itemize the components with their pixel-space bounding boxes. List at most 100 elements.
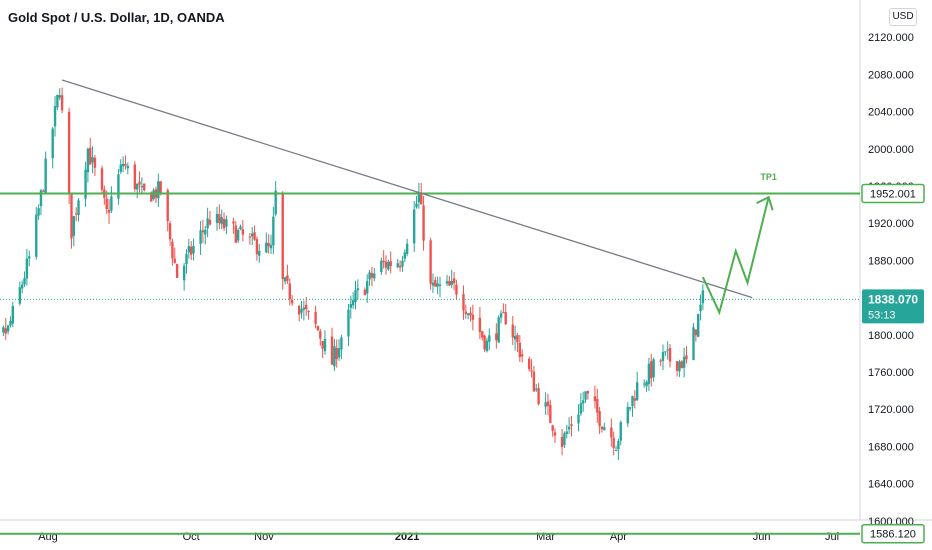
candle-body: [89, 147, 92, 165]
candle-body: [610, 427, 613, 438]
candle-body: [518, 342, 522, 358]
candle-body: [51, 128, 54, 159]
candle-body: [513, 336, 517, 340]
currency-button[interactable]: USD: [889, 8, 917, 26]
candle-body: [645, 381, 648, 387]
candle-body: [86, 148, 90, 173]
candle-body: [323, 338, 327, 352]
candle-body: [11, 305, 14, 324]
y-tick-label: 2040.000: [868, 107, 914, 119]
candle-body: [497, 317, 500, 343]
candle-body: [272, 216, 275, 246]
candle-body: [248, 236, 252, 238]
candle-body: [281, 192, 284, 280]
candle-body: [429, 240, 432, 284]
candle-body: [570, 424, 573, 427]
candle-body: [560, 437, 564, 447]
candle-body: [175, 263, 179, 278]
y-tick-label: 1680.000: [868, 441, 914, 453]
candle-body: [567, 426, 571, 430]
candle-body: [269, 244, 273, 249]
candle-body: [366, 281, 369, 294]
candle-body: [119, 164, 122, 172]
candle-body: [152, 190, 155, 200]
candle-body: [206, 218, 209, 229]
candle-body: [389, 261, 392, 267]
candle-body: [697, 313, 700, 337]
candle-body: [236, 230, 240, 241]
candle-body: [335, 347, 338, 360]
candle-body: [455, 284, 458, 295]
candle-body: [593, 396, 597, 402]
candle-body: [464, 311, 468, 314]
candle-body: [405, 243, 409, 254]
candle-body: [502, 312, 505, 314]
candle-body: [661, 352, 665, 361]
candle-body: [626, 407, 629, 424]
candle-body: [495, 333, 498, 341]
candle-body: [537, 387, 540, 405]
y-tick-label: 1640.000: [868, 479, 914, 491]
candle-body: [199, 230, 202, 244]
candle-body: [664, 351, 667, 353]
candle-body: [105, 198, 108, 210]
candle-body: [565, 431, 568, 434]
candle-body: [241, 229, 245, 235]
candle-body: [2, 327, 5, 333]
candle-body: [603, 427, 606, 431]
candle-body: [4, 328, 7, 334]
candle-body: [300, 309, 303, 313]
candle-body: [633, 398, 637, 401]
y-tick-label: 2000.000: [868, 144, 914, 156]
candle-body: [659, 360, 662, 362]
candle-body: [274, 190, 277, 215]
candle-body: [56, 94, 59, 108]
candle-body: [239, 226, 242, 229]
y-tick-label: 1920.000: [868, 218, 914, 230]
candle-body: [452, 278, 456, 284]
candle-body: [220, 217, 223, 225]
candle-body: [485, 340, 489, 352]
candle-body: [218, 214, 221, 223]
candle-body: [668, 348, 672, 362]
candle-body: [412, 209, 416, 244]
last-price-badge: [862, 289, 924, 324]
candle-body: [530, 370, 533, 372]
candle-body: [337, 348, 341, 358]
y-tick-label: 1760.000: [868, 367, 914, 379]
candle-body: [330, 336, 334, 365]
candle-body: [307, 310, 310, 312]
candle-body: [488, 335, 491, 342]
candle-body: [185, 254, 188, 265]
candle-body: [173, 258, 176, 263]
candle-body: [682, 356, 686, 368]
candle-body: [42, 190, 45, 192]
candle-body: [138, 181, 141, 185]
candle-body: [666, 349, 669, 351]
candle-body: [535, 388, 538, 390]
candle-body: [58, 95, 61, 98]
candle-body: [321, 341, 324, 349]
candle-body: [450, 280, 453, 285]
y-tick-label: 1720.000: [868, 404, 914, 416]
last-price-value: 1838.070: [868, 292, 918, 306]
candle-body: [297, 305, 301, 315]
candle-body: [511, 324, 514, 338]
candle-body: [53, 106, 57, 127]
candle-body: [286, 275, 289, 281]
candle-body: [187, 246, 191, 253]
level-label: 1586.120: [870, 529, 916, 541]
candle-body: [466, 313, 470, 316]
candle-body: [680, 361, 683, 369]
candle-body: [685, 355, 688, 360]
candle-body: [553, 432, 557, 436]
candle-body: [232, 221, 235, 224]
candle-body: [544, 402, 547, 407]
candle-body: [351, 300, 355, 306]
candle-body: [20, 284, 24, 289]
projection-arrowhead: [756, 195, 774, 211]
candle-body: [462, 294, 465, 311]
candle-body: [650, 361, 653, 379]
candle-body: [253, 232, 256, 240]
